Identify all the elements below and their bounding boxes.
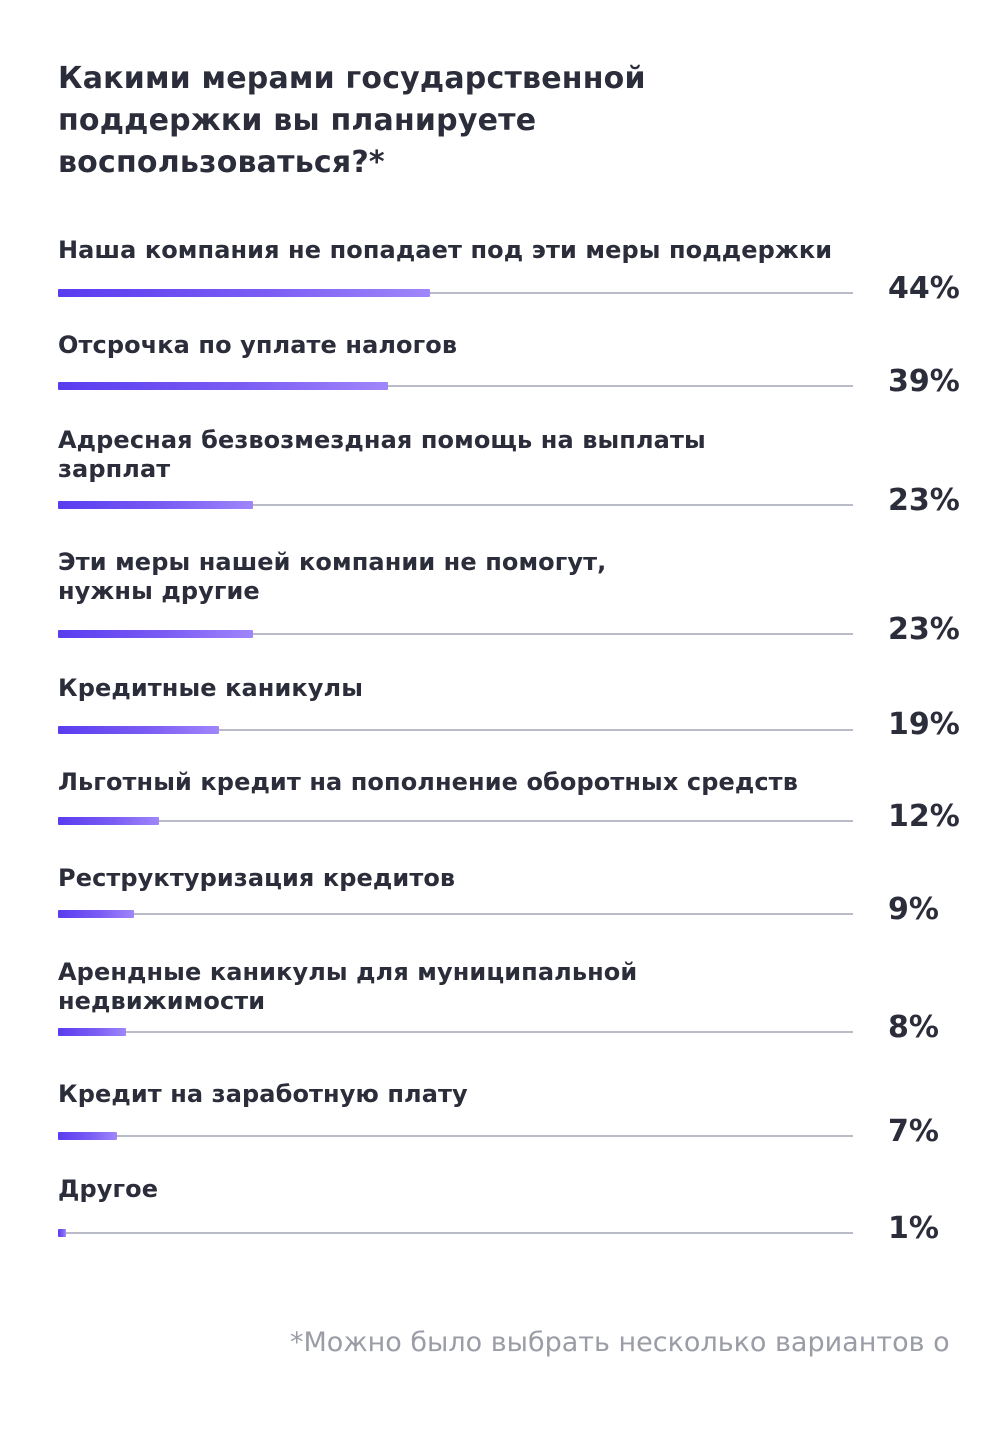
category-label: Льготный кредит на пополнение оборотных … — [58, 768, 878, 797]
category-label: Отсрочка по уплате налогов — [58, 331, 878, 360]
bar — [58, 1229, 66, 1237]
bar — [58, 817, 159, 825]
category-label: Адресная безвозмездная помощь на выплаты… — [58, 426, 878, 484]
category-label-line: нужны другие — [58, 577, 260, 605]
bar — [58, 910, 134, 918]
category-label-line: Кредитные каникулы — [58, 674, 363, 702]
chart-title-line: воспользоваться?* — [58, 145, 385, 180]
bar-track — [58, 504, 853, 506]
bar — [58, 382, 388, 390]
category-label-line: Наша компания не попадает под эти меры п… — [58, 236, 833, 264]
bar — [58, 289, 430, 297]
category-label-line: Кредит на заработную плату — [58, 1080, 468, 1108]
value-label: 12% — [888, 799, 960, 834]
category-label: Реструктуризация кредитов — [58, 864, 878, 893]
category-label: Наша компания не попадает под эти меры п… — [58, 236, 878, 265]
category-label: Кредитные каникулы — [58, 674, 878, 703]
bar-track — [58, 1135, 853, 1137]
value-label: 8% — [888, 1010, 939, 1045]
category-label-line: Льготный кредит на пополнение оборотных … — [58, 768, 798, 796]
category-label-line: Отсрочка по уплате налогов — [58, 331, 458, 359]
value-label: 7% — [888, 1114, 939, 1149]
bar — [58, 501, 253, 509]
bar-track — [58, 1232, 853, 1234]
chart-title-line: Какими мерами государственной — [58, 61, 646, 96]
category-label-line: зарплат — [58, 455, 171, 483]
value-label: 23% — [888, 612, 960, 647]
category-label-line: Эти меры нашей компании не помогут, — [58, 548, 607, 576]
category-label: Кредит на заработную плату — [58, 1080, 878, 1109]
category-label: Арендные каникулы для муниципальной недви… — [58, 958, 878, 1016]
bar — [58, 1028, 126, 1036]
category-label-line: Реструктуризация кредитов — [58, 864, 456, 892]
bar-track — [58, 633, 853, 635]
bar — [58, 726, 219, 734]
bar-track — [58, 292, 853, 294]
bar-track — [58, 1031, 853, 1033]
category-label: Другое — [58, 1175, 878, 1204]
value-label: 1% — [888, 1211, 939, 1246]
bar — [58, 630, 253, 638]
category-label-line: Адресная безвозмездная помощь на выплаты — [58, 426, 706, 454]
bar — [58, 1132, 117, 1140]
category-label: Эти меры нашей компании не помогут, нужны… — [58, 548, 878, 606]
value-label: 9% — [888, 892, 939, 927]
category-label-line: недвижимости — [58, 987, 266, 1015]
value-label: 39% — [888, 364, 960, 399]
bar-track — [58, 820, 853, 822]
bar-track — [58, 385, 853, 387]
footnote: *Можно было выбрать несколько вариантов … — [290, 1327, 950, 1358]
chart-title: Какими мерами государственной поддержки … — [58, 58, 778, 184]
value-label: 19% — [888, 707, 960, 742]
bar-track — [58, 729, 853, 731]
value-label: 44% — [888, 271, 960, 306]
chart-title-line: поддержки вы планируете — [58, 103, 537, 138]
value-label: 23% — [888, 483, 960, 518]
category-label-line: Арендные каникулы для муниципальной — [58, 958, 638, 986]
bar-track — [58, 913, 853, 915]
category-label-line: Другое — [58, 1175, 159, 1203]
